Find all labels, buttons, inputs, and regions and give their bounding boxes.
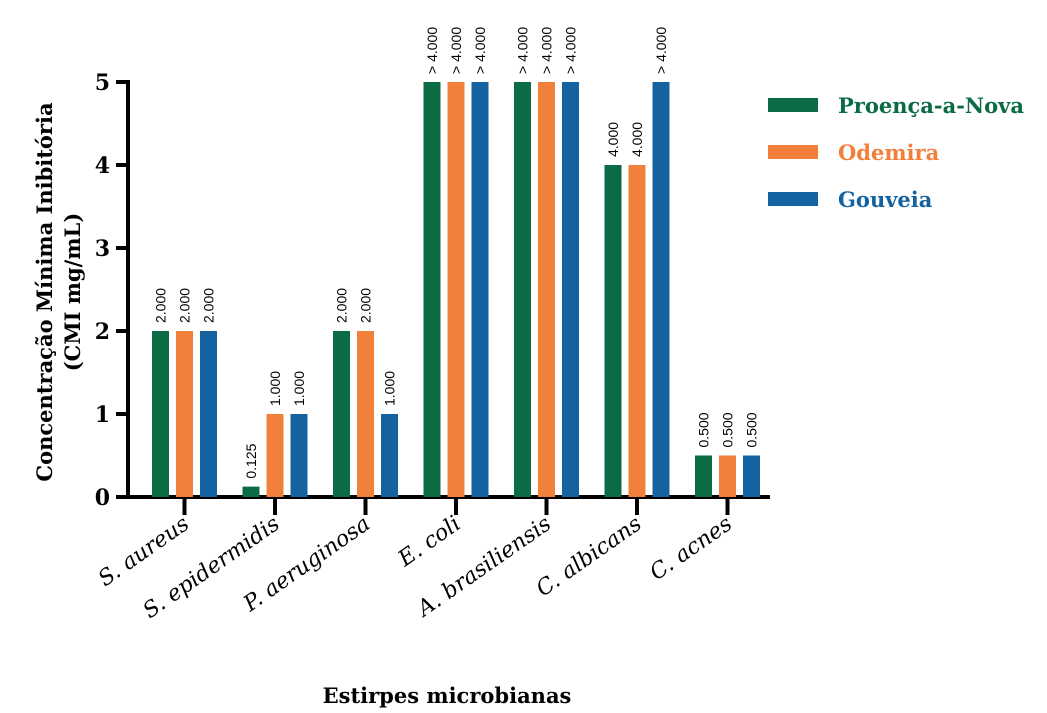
bar-value-label: > 4.000 — [472, 27, 488, 74]
y-tick-label: 2 — [95, 319, 110, 345]
bar — [538, 82, 555, 497]
bar-value-label: 0.125 — [243, 443, 259, 478]
legend-swatch — [768, 98, 818, 112]
y-axis-title-line-2: (CMI mg/mL) — [60, 213, 85, 372]
bar — [381, 414, 398, 497]
legend-label: Odemira — [838, 140, 940, 165]
y-tick-label: 5 — [95, 70, 110, 96]
bar — [695, 455, 712, 497]
legend-label: Proença-a-Nova — [838, 93, 1024, 118]
bar-value-label: > 4.000 — [515, 27, 531, 74]
bar — [333, 331, 350, 497]
legend: Proença-a-Nova Odemira Gouveia — [768, 93, 1024, 212]
bar-value-label: 0.500 — [696, 412, 712, 447]
bar-value-label: > 4.000 — [539, 27, 555, 74]
bar — [447, 82, 465, 497]
bar-value-label: 0.500 — [720, 412, 736, 447]
bar-value-label: 2.000 — [201, 288, 217, 323]
bar-value-label: 4.000 — [605, 122, 621, 157]
bar — [471, 82, 489, 497]
y-tick-label: 0 — [95, 485, 110, 511]
y-axis-title: Concentração Mínima Inibitória (CMI mg/m… — [32, 102, 85, 482]
bar — [357, 331, 374, 497]
x-tick-label: E. coli — [393, 511, 465, 572]
bar — [242, 486, 260, 497]
bar-value-label: > 4.000 — [563, 27, 579, 74]
y-tick-label: 4 — [95, 153, 110, 179]
bar-value-label: 2.000 — [177, 288, 193, 323]
legend-swatch — [768, 192, 818, 206]
bar-value-label: 0.500 — [744, 412, 760, 447]
bar-value-label: 2.000 — [358, 288, 374, 323]
bar — [290, 414, 308, 497]
x-axis-title: Estirpes microbianas — [323, 683, 572, 708]
bar — [200, 331, 217, 497]
bar — [514, 82, 531, 497]
bar — [152, 331, 169, 497]
bar — [562, 82, 579, 497]
bar-value-label: 1.000 — [382, 371, 398, 406]
bar-value-label: 2.000 — [334, 288, 350, 323]
x-tick-label: C. acnes — [646, 511, 737, 585]
bar — [652, 82, 670, 497]
y-tick-label: 3 — [95, 236, 110, 262]
bar-value-label: > 4.000 — [424, 27, 440, 74]
y-axis-title-line-1: Concentração Mínima Inibitória — [32, 102, 57, 482]
bar-value-label: 2.000 — [153, 288, 169, 323]
bar — [266, 414, 284, 497]
bar-value-label: 1.000 — [291, 371, 307, 406]
bar-value-label: > 4.000 — [448, 27, 464, 74]
bar — [176, 331, 193, 497]
bar — [423, 82, 441, 497]
bar-value-label: 1.000 — [267, 371, 283, 406]
legend-swatch — [768, 145, 818, 159]
bar-value-label: 4.000 — [629, 122, 645, 157]
bar — [628, 165, 646, 497]
legend-label: Gouveia — [838, 187, 933, 212]
bar — [743, 455, 760, 497]
bar — [719, 455, 736, 497]
bar-value-label: > 4.000 — [653, 27, 669, 74]
y-tick-label: 1 — [95, 402, 110, 428]
bar — [604, 165, 622, 497]
